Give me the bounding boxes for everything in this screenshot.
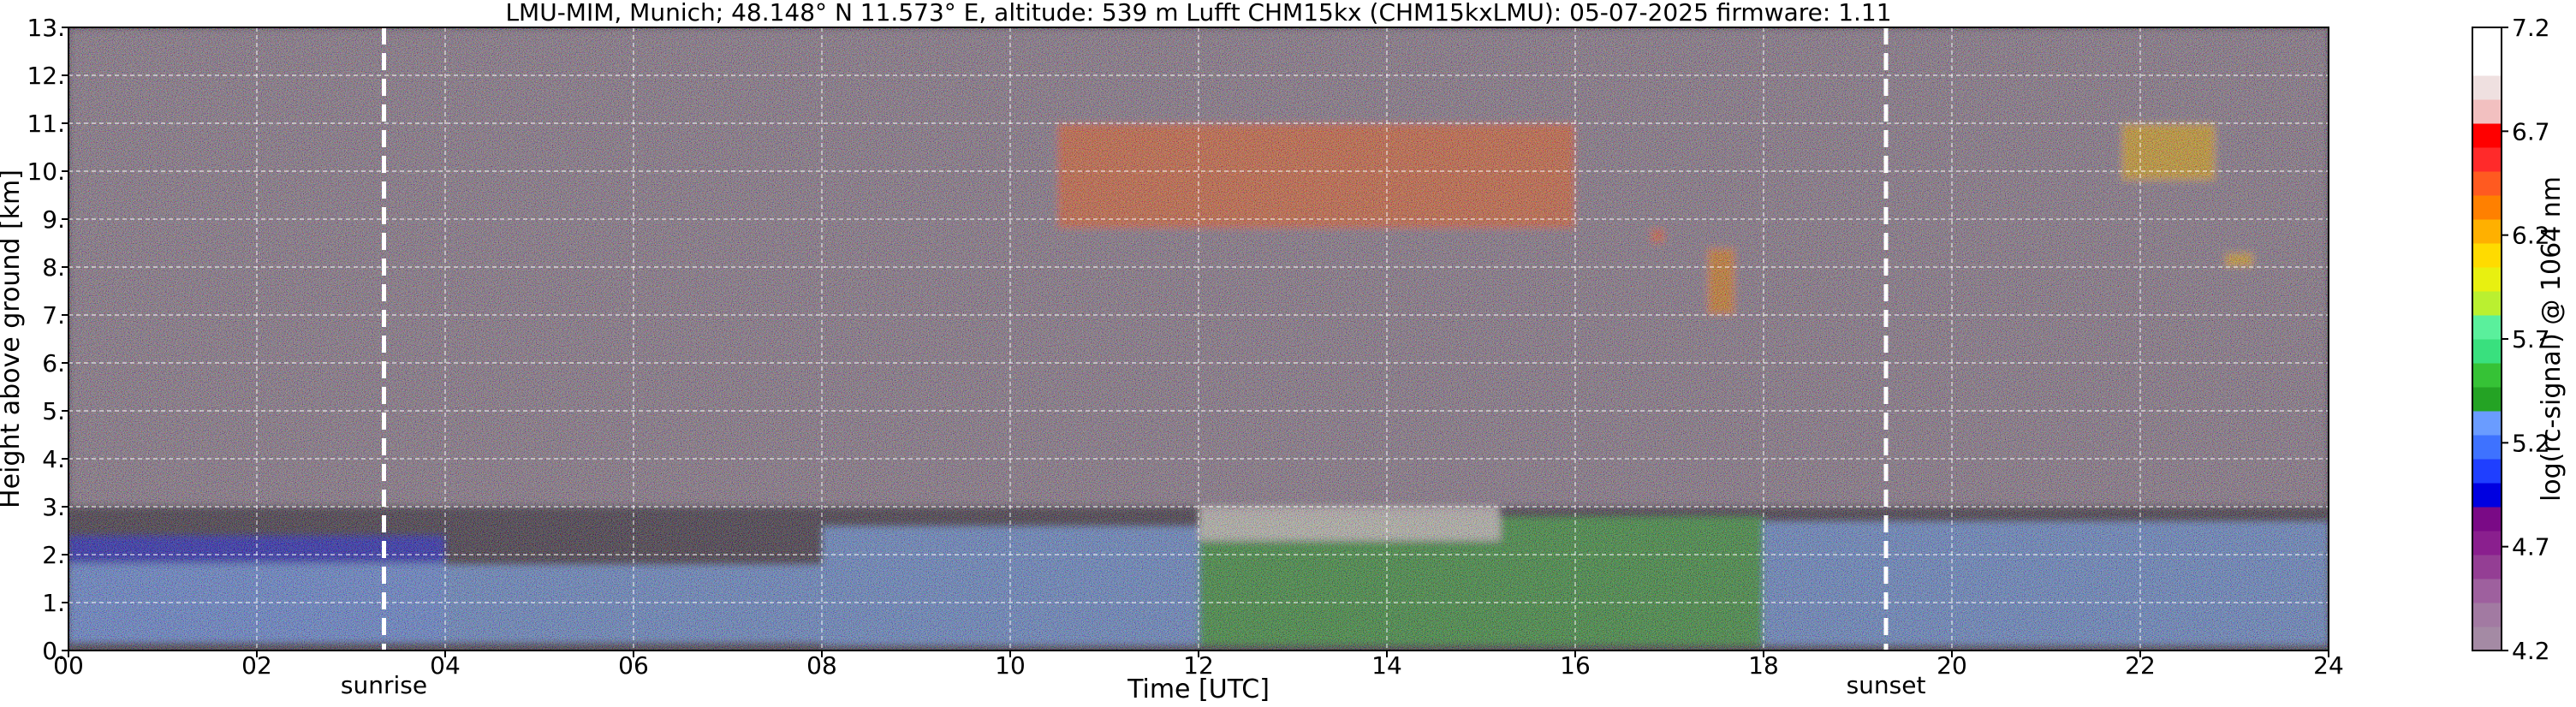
x-tick-label: 16	[1560, 651, 1591, 680]
chart-title: LMU-MIM, Munich; 48.148° N 11.573° E, al…	[505, 0, 1891, 27]
x-tick-label: 04	[430, 651, 461, 680]
x-tick-label: 24	[2313, 651, 2344, 680]
colorbar-swatch	[2472, 603, 2502, 627]
y-tick-label: 0.	[42, 637, 65, 665]
colorbar-tick-label: 4.2	[2512, 637, 2550, 665]
x-tick-label: 10	[995, 651, 1026, 680]
y-tick-label: 7.	[42, 301, 65, 330]
colorbar-tick-label: 5.7	[2512, 325, 2550, 354]
y-tick-label: 10.	[27, 157, 65, 186]
y-tick-label: 8.	[42, 253, 65, 282]
x-tick-label: 14	[1371, 651, 1402, 680]
colorbar-swatch	[2472, 147, 2502, 172]
colorbar-tick-label: 6.7	[2512, 117, 2550, 146]
x-tick-label: 00	[53, 651, 84, 680]
colorbar-swatch	[2472, 315, 2502, 340]
colorbar-swatch	[2472, 243, 2502, 268]
colorbar-swatch	[2472, 27, 2502, 52]
event-label-sunrise: sunrise	[341, 671, 427, 699]
y-tick-label: 11.	[27, 110, 65, 138]
colorbar-swatch	[2472, 267, 2502, 292]
x-tick-label: 12	[1183, 651, 1214, 680]
x-axis-label: Time [UTC]	[1127, 674, 1270, 704]
colorbar-swatch	[2472, 75, 2502, 100]
colorbar-swatch	[2472, 459, 2502, 484]
colorbar-swatch	[2472, 507, 2502, 532]
y-tick-label: 13.	[27, 14, 65, 42]
colorbar-swatch	[2472, 291, 2502, 316]
x-tick-label: 18	[1748, 651, 1779, 680]
y-tick-label: 6.	[42, 349, 65, 377]
y-tick-label: 4.	[42, 445, 65, 473]
x-tick-label: 22	[2125, 651, 2156, 680]
colorbar-swatch	[2472, 627, 2502, 651]
x-tick-label: 02	[241, 651, 272, 680]
y-tick-label: 9.	[42, 205, 65, 234]
y-tick-label: 1.	[42, 589, 65, 617]
y-tick-label: 12.	[27, 62, 65, 90]
y-tick-label: 2.	[42, 541, 65, 569]
colorbar-swatch	[2472, 555, 2502, 579]
colorbar-swatch	[2472, 195, 2502, 220]
colorbar-swatch	[2472, 219, 2502, 244]
colorbar-swatch	[2472, 483, 2502, 508]
x-tick-label: 08	[806, 651, 837, 680]
colorbar-swatch	[2472, 435, 2502, 460]
plot-area	[68, 27, 2329, 651]
y-tick-label: 5.	[42, 397, 65, 425]
y-axis-label: Height above ground [km]	[0, 169, 26, 508]
colorbar: 4.2 4.7 5.2 5.7 6.2 6.7 7.2	[2472, 14, 2550, 665]
colorbar-tick-label: 5.2	[2512, 429, 2550, 457]
colorbar-label: log(rc-signal) @ 1064 nm	[2537, 176, 2567, 502]
event-label-sunset: sunset	[1847, 671, 1926, 699]
y-tick-label: 3.	[42, 493, 65, 521]
colorbar-tick-label: 7.2	[2512, 14, 2550, 42]
colorbar-swatch	[2472, 339, 2502, 364]
colorbar-swatch	[2472, 579, 2502, 603]
colorbar-tick-label: 4.7	[2512, 533, 2550, 561]
x-tick-label: 06	[618, 651, 649, 680]
colorbar-swatch	[2472, 51, 2502, 76]
colorbar-swatch	[2472, 531, 2502, 556]
colorbar-swatch	[2472, 387, 2502, 412]
colorbar-tick-label: 6.2	[2512, 222, 2550, 250]
colorbar-swatch	[2472, 411, 2502, 436]
colorbar-swatch	[2472, 363, 2502, 388]
colorbar-swatch	[2472, 123, 2502, 148]
colorbar-swatch	[2472, 171, 2502, 196]
x-tick-label: 20	[1936, 651, 1967, 680]
colorbar-swatch	[2472, 99, 2502, 124]
